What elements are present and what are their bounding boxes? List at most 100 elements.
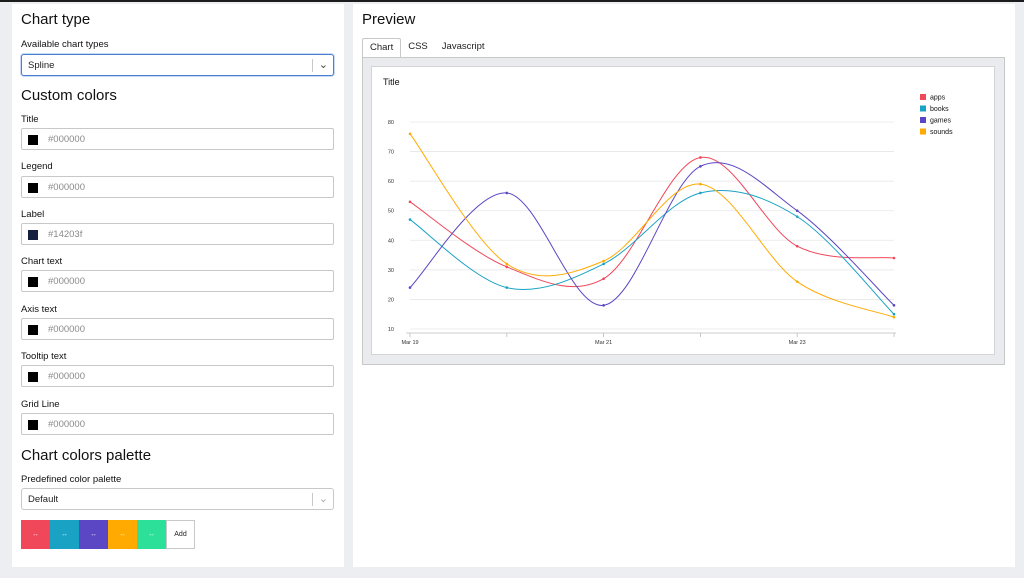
palette-swatch[interactable]: ↔ bbox=[137, 520, 166, 549]
tab-css[interactable]: CSS bbox=[408, 41, 428, 52]
data-point-games bbox=[602, 304, 605, 307]
legend-swatch-sounds bbox=[920, 128, 926, 135]
color-swatch[interactable] bbox=[28, 183, 38, 193]
data-point-games bbox=[892, 304, 896, 307]
color-label-legend: Legend bbox=[21, 161, 53, 172]
series-line-books bbox=[409, 190, 895, 315]
data-point-sounds bbox=[699, 182, 702, 186]
y-tick-label: 60 bbox=[388, 179, 394, 185]
data-point-apps bbox=[699, 156, 702, 159]
drag-handle-icon[interactable]: ↔ bbox=[90, 531, 97, 538]
color-label-grid-line: Grid Line bbox=[21, 399, 60, 410]
data-point-games bbox=[795, 209, 799, 213]
add-color-button[interactable]: Add bbox=[166, 520, 195, 549]
predefined-palette-select[interactable]: Default ⌄ bbox=[21, 488, 334, 510]
color-label-axis-text: Axis text bbox=[21, 304, 57, 315]
axis-text-color-field[interactable]: #000000 bbox=[21, 318, 334, 340]
legend-swatch-books bbox=[920, 105, 926, 112]
select-divider bbox=[312, 59, 313, 72]
color-swatch[interactable] bbox=[28, 230, 38, 240]
y-tick-label: 10 bbox=[388, 327, 394, 333]
data-point-games bbox=[505, 191, 509, 195]
color-value: #000000 bbox=[48, 182, 85, 193]
data-point-games bbox=[699, 165, 702, 168]
data-point-sounds bbox=[892, 315, 896, 319]
color-value: #14203f bbox=[48, 229, 83, 240]
data-point-apps bbox=[795, 244, 799, 248]
tab-chart[interactable]: Chart bbox=[362, 38, 402, 57]
data-point-apps bbox=[505, 265, 509, 269]
series-line-games bbox=[409, 162, 895, 306]
preview-tabs: Chart CSS Javascript bbox=[362, 38, 492, 57]
chart-type-select[interactable]: Spline ⌄ bbox=[21, 54, 334, 76]
palette-swatch[interactable]: ↔ bbox=[21, 520, 50, 549]
settings-panel: Chart type Available chart types Spline … bbox=[12, 4, 344, 567]
color-value: #000000 bbox=[48, 324, 85, 335]
color-swatch[interactable] bbox=[28, 420, 38, 430]
title-color-field[interactable]: #000000 bbox=[21, 128, 334, 150]
select-divider bbox=[312, 493, 313, 506]
data-point-apps bbox=[408, 200, 412, 204]
y-tick-label: 70 bbox=[388, 150, 394, 156]
legend-color-field[interactable]: #000000 bbox=[21, 176, 334, 198]
tooltip-text-color-field[interactable]: #000000 bbox=[21, 365, 334, 387]
palette-swatch[interactable]: ↔ bbox=[79, 520, 108, 549]
palette-swatches: ↔ ↔ ↔ ↔ ↔ Add bbox=[21, 520, 195, 549]
chevron-down-icon[interactable]: ⌄ bbox=[318, 59, 328, 71]
legend-swatch-apps bbox=[920, 94, 926, 100]
palette-swatch[interactable]: ↔ bbox=[50, 520, 79, 549]
x-tick-label: Mar 21 bbox=[595, 340, 612, 346]
legend-label-books: books bbox=[930, 106, 949, 113]
color-value: #000000 bbox=[48, 276, 85, 287]
drag-handle-icon[interactable]: ↔ bbox=[119, 531, 126, 538]
y-tick-label: 80 bbox=[388, 120, 394, 126]
x-tick-label: Mar 23 bbox=[789, 340, 806, 346]
data-point-books bbox=[602, 262, 605, 266]
chart-preview-frame: Title 10 20 30 40 50 60 70 80 Mar 19 Mar 21 Mar 23 a… bbox=[362, 57, 1005, 365]
palette-swatch[interactable]: ↔ bbox=[108, 520, 137, 549]
preview-panel: Preview Chart CSS Javascript Title 10 20 30… bbox=[353, 4, 1015, 567]
x-tick-label: Mar 19 bbox=[401, 340, 418, 346]
color-swatch[interactable] bbox=[28, 277, 38, 287]
legend-label-sounds: sounds bbox=[930, 129, 953, 136]
grid-line-color-field[interactable]: #000000 bbox=[21, 413, 334, 435]
palette-heading: Chart colors palette bbox=[21, 447, 152, 464]
color-value: #000000 bbox=[48, 419, 85, 430]
color-value: #000000 bbox=[48, 134, 85, 145]
tab-javascript[interactable]: Javascript bbox=[441, 41, 485, 52]
custom-colors-heading: Custom colors bbox=[21, 87, 117, 104]
y-tick-label: 50 bbox=[388, 209, 394, 215]
color-swatch[interactable] bbox=[28, 372, 38, 382]
drag-handle-icon[interactable]: ↔ bbox=[61, 531, 68, 538]
y-tick-label: 20 bbox=[388, 297, 394, 303]
chart-text-color-field[interactable]: #000000 bbox=[21, 270, 334, 292]
available-chart-types-label: Available chart types bbox=[21, 39, 109, 50]
legend-label-games: games bbox=[930, 118, 952, 125]
y-tick-label: 40 bbox=[388, 238, 394, 244]
preview-heading: Preview bbox=[362, 11, 416, 28]
color-label-chart-text: Chart text bbox=[21, 256, 63, 267]
chart-type-value: Spline bbox=[28, 60, 55, 71]
color-value: #000000 bbox=[48, 371, 85, 382]
data-point-books bbox=[795, 215, 799, 218]
data-point-apps bbox=[602, 277, 605, 281]
chart-card: Title 10 20 30 40 50 60 70 80 Mar 19 Mar 21 Mar 23 a… bbox=[371, 66, 995, 355]
legend-swatch-games bbox=[920, 117, 926, 123]
chart-svg: Title 10 20 30 40 50 60 70 80 Mar 19 Mar 21 Mar 23 a… bbox=[383, 77, 953, 346]
color-label-label: Label bbox=[21, 209, 45, 220]
chart-title: Title bbox=[383, 77, 400, 87]
data-point-apps bbox=[892, 256, 896, 260]
data-point-books bbox=[892, 312, 896, 316]
color-swatch[interactable] bbox=[28, 325, 38, 335]
series-line-sounds bbox=[409, 133, 895, 318]
chart-type-heading: Chart type bbox=[21, 11, 91, 28]
color-swatch[interactable] bbox=[28, 135, 38, 145]
label-color-field[interactable]: #14203f bbox=[21, 223, 334, 245]
drag-handle-icon[interactable]: ↔ bbox=[148, 531, 155, 538]
chevron-down-icon[interactable]: ⌄ bbox=[318, 493, 328, 505]
data-point-sounds bbox=[602, 259, 605, 263]
data-point-games bbox=[408, 286, 412, 289]
data-point-sounds bbox=[408, 132, 412, 136]
legend-label-apps: apps bbox=[930, 95, 946, 102]
drag-handle-icon[interactable]: ↔ bbox=[32, 531, 39, 538]
